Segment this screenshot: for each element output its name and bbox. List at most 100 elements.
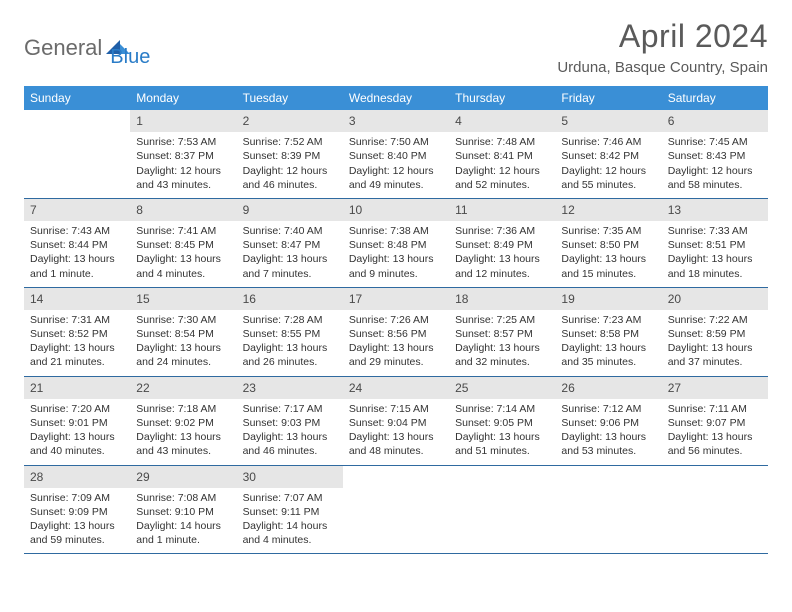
sunset-text: Sunset: 8:44 PM	[30, 238, 124, 252]
daylight-text: Daylight: 14 hours and 4 minutes.	[243, 519, 337, 547]
sunset-text: Sunset: 8:41 PM	[455, 149, 549, 163]
sunrise-text: Sunrise: 7:25 AM	[455, 313, 549, 327]
calendar-day-cell: 18Sunrise: 7:25 AMSunset: 8:57 PMDayligh…	[449, 287, 555, 376]
sunrise-text: Sunrise: 7:12 AM	[561, 402, 655, 416]
day-details: Sunrise: 7:15 AMSunset: 9:04 PMDaylight:…	[343, 399, 449, 465]
sunrise-text: Sunrise: 7:36 AM	[455, 224, 549, 238]
daylight-text: Daylight: 13 hours and 32 minutes.	[455, 341, 549, 369]
brand-logo: General Blue	[24, 26, 150, 69]
sunrise-text: Sunrise: 7:38 AM	[349, 224, 443, 238]
sunset-text: Sunset: 9:06 PM	[561, 416, 655, 430]
daylight-text: Daylight: 12 hours and 55 minutes.	[561, 164, 655, 192]
sunset-text: Sunset: 8:49 PM	[455, 238, 549, 252]
day-number: 9	[237, 199, 343, 221]
day-details: Sunrise: 7:31 AMSunset: 8:52 PMDaylight:…	[24, 310, 130, 376]
calendar-day-cell: 14Sunrise: 7:31 AMSunset: 8:52 PMDayligh…	[24, 287, 130, 376]
calendar-day-cell: 6Sunrise: 7:45 AMSunset: 8:43 PMDaylight…	[662, 110, 768, 198]
daylight-text: Daylight: 13 hours and 18 minutes.	[668, 252, 762, 280]
sunset-text: Sunset: 9:01 PM	[30, 416, 124, 430]
daylight-text: Daylight: 13 hours and 51 minutes.	[455, 430, 549, 458]
day-number	[449, 466, 555, 472]
day-number: 24	[343, 377, 449, 399]
sunset-text: Sunset: 8:50 PM	[561, 238, 655, 252]
day-details: Sunrise: 7:30 AMSunset: 8:54 PMDaylight:…	[130, 310, 236, 376]
day-number: 22	[130, 377, 236, 399]
day-details: Sunrise: 7:45 AMSunset: 8:43 PMDaylight:…	[662, 132, 768, 198]
sunset-text: Sunset: 8:47 PM	[243, 238, 337, 252]
day-number: 21	[24, 377, 130, 399]
daylight-text: Daylight: 13 hours and 48 minutes.	[349, 430, 443, 458]
sunset-text: Sunset: 8:40 PM	[349, 149, 443, 163]
day-number: 19	[555, 288, 661, 310]
calendar-body: 1Sunrise: 7:53 AMSunset: 8:37 PMDaylight…	[24, 110, 768, 554]
sunrise-text: Sunrise: 7:09 AM	[30, 491, 124, 505]
calendar-day-cell: 16Sunrise: 7:28 AMSunset: 8:55 PMDayligh…	[237, 287, 343, 376]
sunset-text: Sunset: 9:09 PM	[30, 505, 124, 519]
sunset-text: Sunset: 8:55 PM	[243, 327, 337, 341]
title-block: April 2024 Urduna, Basque Country, Spain	[557, 18, 768, 76]
daylight-text: Daylight: 13 hours and 53 minutes.	[561, 430, 655, 458]
calendar-week-row: 21Sunrise: 7:20 AMSunset: 9:01 PMDayligh…	[24, 376, 768, 465]
sunrise-text: Sunrise: 7:18 AM	[136, 402, 230, 416]
sunset-text: Sunset: 8:56 PM	[349, 327, 443, 341]
sunrise-text: Sunrise: 7:53 AM	[136, 135, 230, 149]
calendar-day-cell	[449, 465, 555, 554]
day-details: Sunrise: 7:35 AMSunset: 8:50 PMDaylight:…	[555, 221, 661, 287]
day-number: 2	[237, 110, 343, 132]
calendar-day-cell: 17Sunrise: 7:26 AMSunset: 8:56 PMDayligh…	[343, 287, 449, 376]
day-number: 15	[130, 288, 236, 310]
sunset-text: Sunset: 8:57 PM	[455, 327, 549, 341]
calendar-day-cell: 29Sunrise: 7:08 AMSunset: 9:10 PMDayligh…	[130, 465, 236, 554]
day-number: 8	[130, 199, 236, 221]
daylight-text: Daylight: 13 hours and 35 minutes.	[561, 341, 655, 369]
calendar-day-cell	[343, 465, 449, 554]
day-header: Sunday	[24, 86, 130, 110]
day-details: Sunrise: 7:53 AMSunset: 8:37 PMDaylight:…	[130, 132, 236, 198]
sunrise-text: Sunrise: 7:26 AM	[349, 313, 443, 327]
sunrise-text: Sunrise: 7:43 AM	[30, 224, 124, 238]
calendar-table: Sunday Monday Tuesday Wednesday Thursday…	[24, 86, 768, 554]
day-header-row: Sunday Monday Tuesday Wednesday Thursday…	[24, 86, 768, 110]
calendar-day-cell: 1Sunrise: 7:53 AMSunset: 8:37 PMDaylight…	[130, 110, 236, 198]
day-number: 4	[449, 110, 555, 132]
day-number: 7	[24, 199, 130, 221]
day-header: Tuesday	[237, 86, 343, 110]
sunset-text: Sunset: 8:52 PM	[30, 327, 124, 341]
location-text: Urduna, Basque Country, Spain	[557, 59, 768, 76]
daylight-text: Daylight: 13 hours and 59 minutes.	[30, 519, 124, 547]
calendar-day-cell: 4Sunrise: 7:48 AMSunset: 8:41 PMDaylight…	[449, 110, 555, 198]
sunset-text: Sunset: 8:51 PM	[668, 238, 762, 252]
daylight-text: Daylight: 13 hours and 15 minutes.	[561, 252, 655, 280]
calendar-day-cell: 2Sunrise: 7:52 AMSunset: 8:39 PMDaylight…	[237, 110, 343, 198]
sunrise-text: Sunrise: 7:11 AM	[668, 402, 762, 416]
sunrise-text: Sunrise: 7:22 AM	[668, 313, 762, 327]
calendar-day-cell	[555, 465, 661, 554]
day-details: Sunrise: 7:12 AMSunset: 9:06 PMDaylight:…	[555, 399, 661, 465]
calendar-day-cell: 23Sunrise: 7:17 AMSunset: 9:03 PMDayligh…	[237, 376, 343, 465]
daylight-text: Daylight: 13 hours and 43 minutes.	[136, 430, 230, 458]
day-number	[24, 110, 130, 116]
sunset-text: Sunset: 8:37 PM	[136, 149, 230, 163]
sunset-text: Sunset: 9:04 PM	[349, 416, 443, 430]
day-number	[662, 466, 768, 472]
day-number: 10	[343, 199, 449, 221]
daylight-text: Daylight: 13 hours and 9 minutes.	[349, 252, 443, 280]
day-number: 3	[343, 110, 449, 132]
day-number: 1	[130, 110, 236, 132]
day-header: Friday	[555, 86, 661, 110]
daylight-text: Daylight: 12 hours and 52 minutes.	[455, 164, 549, 192]
day-details: Sunrise: 7:40 AMSunset: 8:47 PMDaylight:…	[237, 221, 343, 287]
day-details: Sunrise: 7:08 AMSunset: 9:10 PMDaylight:…	[130, 488, 236, 554]
day-details: Sunrise: 7:22 AMSunset: 8:59 PMDaylight:…	[662, 310, 768, 376]
day-number: 25	[449, 377, 555, 399]
calendar-day-cell	[24, 110, 130, 198]
sunset-text: Sunset: 8:59 PM	[668, 327, 762, 341]
sunset-text: Sunset: 9:10 PM	[136, 505, 230, 519]
day-details: Sunrise: 7:48 AMSunset: 8:41 PMDaylight:…	[449, 132, 555, 198]
daylight-text: Daylight: 12 hours and 49 minutes.	[349, 164, 443, 192]
daylight-text: Daylight: 14 hours and 1 minute.	[136, 519, 230, 547]
day-number: 16	[237, 288, 343, 310]
daylight-text: Daylight: 13 hours and 4 minutes.	[136, 252, 230, 280]
day-number: 23	[237, 377, 343, 399]
day-details: Sunrise: 7:38 AMSunset: 8:48 PMDaylight:…	[343, 221, 449, 287]
